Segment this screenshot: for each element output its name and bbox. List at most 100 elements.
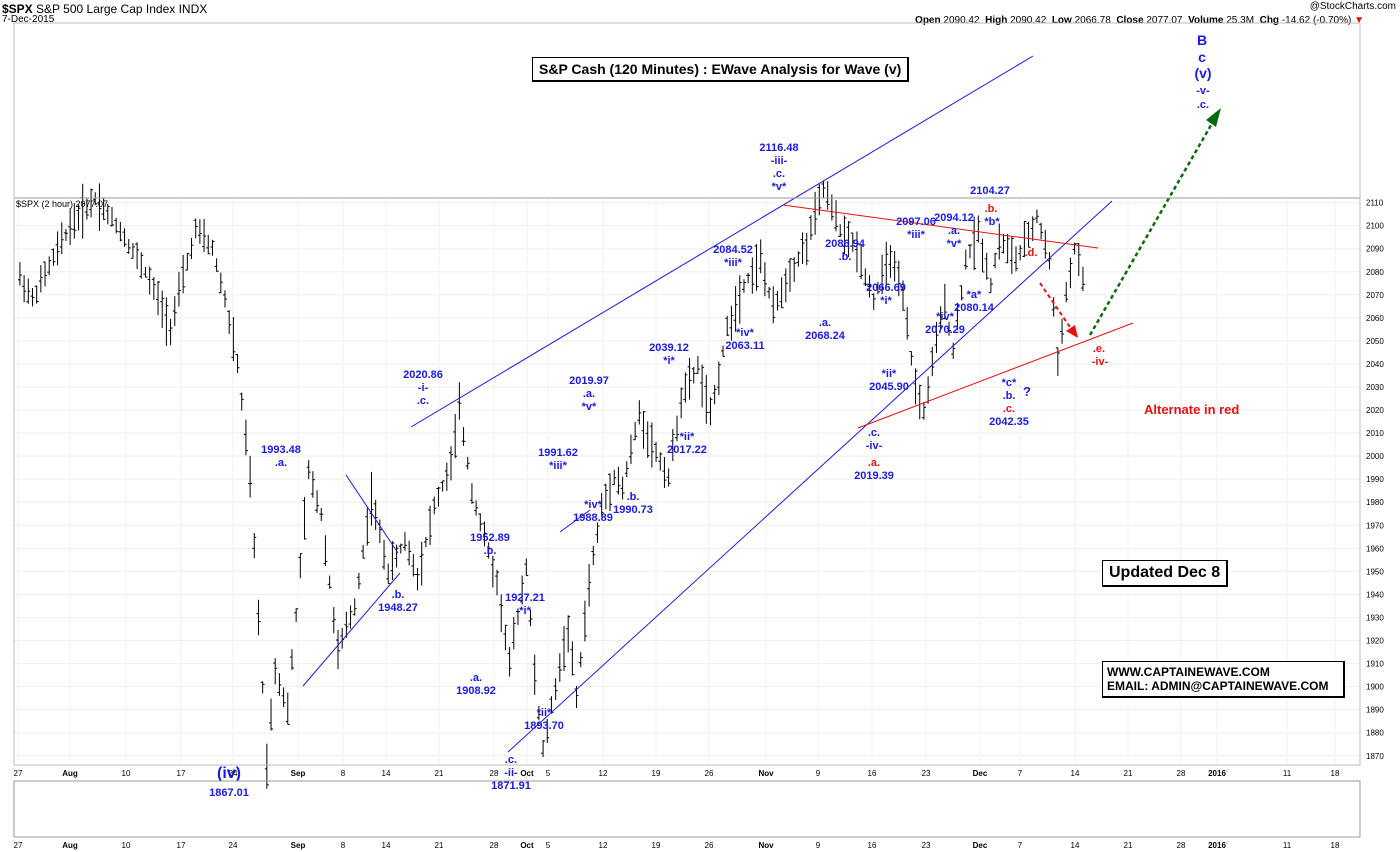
- upper-channel-line: [410, 55, 1034, 428]
- wave-marker: ?: [1023, 384, 1031, 399]
- wave-label-price: 1908.92: [456, 685, 496, 697]
- y-tick-label: 2000: [1366, 452, 1384, 461]
- x-tick-label: 11: [1283, 769, 1292, 778]
- x-tick-label: 17: [177, 769, 186, 778]
- y-tick-label: 1970: [1366, 521, 1384, 530]
- wave-label: .c.: [868, 427, 880, 439]
- wave-label: *ii*: [882, 368, 897, 380]
- wave-label: -i-: [418, 382, 429, 394]
- y-tick-label: 2090: [1366, 245, 1384, 254]
- x-tick-label-lower: 17: [177, 841, 186, 850]
- symbol: $SPX: [2, 2, 33, 16]
- x-tick-label-lower: 18: [1331, 841, 1340, 850]
- wave-label: *i*: [519, 605, 531, 617]
- x-tick-label: 28: [490, 769, 499, 778]
- x-tick-label-lower: 9: [816, 841, 821, 850]
- wave-marker: .d.: [1025, 247, 1038, 259]
- down-arrow-icon: ▼: [1354, 15, 1364, 26]
- x-tick-label: Dec: [973, 769, 988, 778]
- wave-label-price: 2019.39: [854, 470, 894, 482]
- x-tick-label-lower: 2016: [1208, 841, 1226, 850]
- wave-marker: .e.: [1093, 343, 1105, 355]
- x-tick-label-lower: 21: [1124, 841, 1133, 850]
- wave-label: *v*: [947, 238, 962, 250]
- wave-label-price: 1988.89: [573, 512, 613, 524]
- y-tick-label: 1900: [1366, 683, 1384, 692]
- wave-label-price: 1893.70: [524, 720, 564, 732]
- wave-label: .b.: [392, 589, 405, 601]
- y-tick-label: 1890: [1366, 706, 1384, 715]
- x-tick-label-lower: 27: [14, 841, 23, 850]
- wave-label: -iv-: [866, 440, 883, 452]
- triangle-lower-line: [302, 572, 401, 687]
- y-tick-label: 2040: [1366, 360, 1384, 369]
- wave-label-price: 2020.86: [403, 369, 443, 381]
- wave-label: -iii-: [771, 155, 788, 167]
- y-tick-label: 2050: [1366, 337, 1384, 346]
- wave-label-price: 1991.62: [538, 447, 578, 459]
- index-name: S&P 500 Large Cap Index: [36, 2, 176, 16]
- upper-frame: [13, 22, 1361, 766]
- y-tick-label: 1980: [1366, 498, 1384, 507]
- x-tick-label: 21: [435, 769, 444, 778]
- x-tick-label-lower: 19: [652, 841, 661, 850]
- wave-label-price: 1952.89: [470, 532, 510, 544]
- website-link[interactable]: WWW.CAPTAINEWAVE.COM: [1107, 665, 1270, 679]
- lower-channel-line: [507, 200, 1113, 753]
- x-tick-label: 5: [546, 769, 551, 778]
- email-link[interactable]: EMAIL: ADMIN@CAPTAINEWAVE.COM: [1107, 679, 1329, 693]
- wave-label: *i*: [663, 355, 675, 367]
- x-tick-label-lower: 14: [1071, 841, 1080, 850]
- x-tick-label: 2016: [1208, 769, 1226, 778]
- wave-label-price: 2094.12: [934, 212, 974, 224]
- chart-date: 7-Dec-2015: [2, 14, 55, 25]
- wave-label-price: 1867.01: [209, 787, 249, 799]
- x-tick-label: 14: [1071, 769, 1080, 778]
- x-tick-label-lower: 5: [546, 841, 551, 850]
- contact-box: WWW.CAPTAINEWAVE.COM EMAIL: ADMIN@CAPTAI…: [1102, 661, 1345, 698]
- alternate-note: Alternate in red: [1144, 402, 1240, 417]
- updated-note: Updated Dec 8: [1102, 560, 1229, 587]
- x-tick-label-lower: 8: [341, 841, 346, 850]
- wave-label: .c.: [505, 754, 517, 766]
- wave-label: .a.: [275, 457, 287, 469]
- x-tick-label: 24: [229, 769, 238, 778]
- x-tick-label: 10: [122, 769, 131, 778]
- x-tick-label-lower: 28: [490, 841, 499, 850]
- wave-label-price: 1993.48: [261, 444, 301, 456]
- y-tick-label: 1910: [1366, 660, 1384, 669]
- red-dashed-arrow: [1039, 282, 1073, 331]
- chart-legend: $SPX (2 hour) 2077.07: [16, 199, 108, 209]
- wave-label-price: 1990.73: [613, 504, 653, 516]
- x-tick-label: Nov: [758, 769, 774, 778]
- chart-header-symbol: $SPX S&P 500 Large Cap Index INDX: [2, 2, 207, 16]
- y-tick-label: 1920: [1366, 637, 1384, 646]
- wave-label-price: 2063.11: [725, 340, 764, 352]
- x-tick-label: 16: [868, 769, 877, 778]
- x-tick-label-lower: 14: [382, 841, 391, 850]
- x-tick-label: 18: [1331, 769, 1340, 778]
- wave-label: .a.: [868, 457, 880, 469]
- wave-label-price: 2084.52: [713, 244, 753, 256]
- red-upper-line: [782, 204, 1099, 249]
- wave-label: .a.: [819, 317, 831, 329]
- wave-label: .a.: [470, 672, 482, 684]
- x-tick-label: 28: [1177, 769, 1186, 778]
- wave-label: .c.: [773, 168, 785, 180]
- green-arrowhead: [1206, 108, 1221, 127]
- x-tick-label-lower: 7: [1018, 841, 1023, 850]
- wave-label: *iii*: [907, 229, 925, 241]
- small-channel-line: [559, 509, 591, 533]
- wave-label: *i*: [880, 295, 892, 307]
- x-tick-label: 23: [922, 769, 931, 778]
- wave-marker: c: [1198, 49, 1206, 65]
- wave-label-major: (iv): [217, 765, 241, 782]
- y-tick-label: 1930: [1366, 613, 1384, 622]
- wave-label: .c.: [417, 395, 429, 407]
- y-tick-label: 2100: [1366, 222, 1384, 231]
- y-tick-label: 2060: [1366, 314, 1384, 323]
- wave-marker: (v): [1194, 65, 1211, 81]
- wave-label: *ii*: [680, 431, 695, 443]
- y-tick-label: 2070: [1366, 291, 1384, 300]
- wave-label-price: 2017.22: [667, 444, 707, 456]
